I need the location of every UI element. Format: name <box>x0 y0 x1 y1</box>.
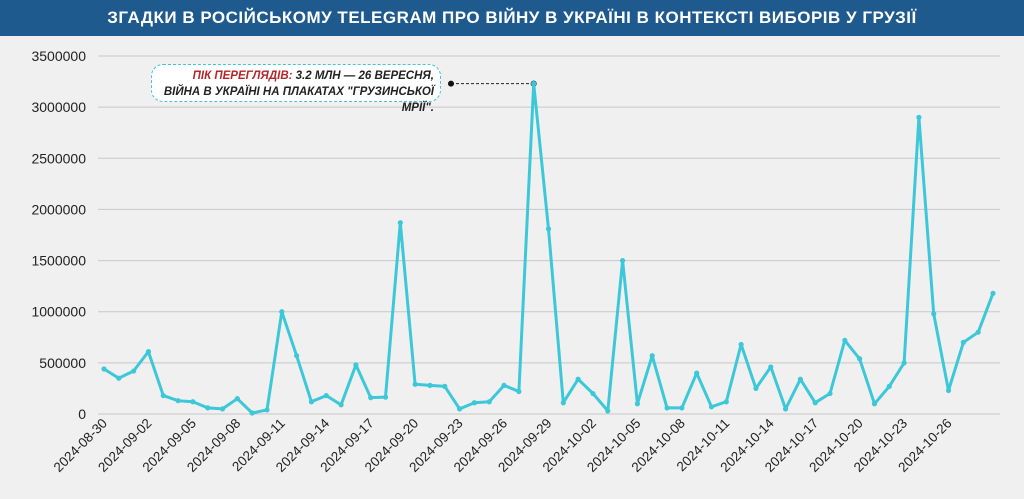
data-point <box>145 349 152 355</box>
y-axis-ticks: 0 500000 1000000 1500000 2000000 2500000 30000… <box>31 48 86 422</box>
data-point <box>516 388 522 395</box>
data-point <box>857 356 863 362</box>
series-points <box>101 81 996 416</box>
series-line <box>103 82 995 415</box>
data-point <box>871 401 878 407</box>
data-point <box>560 400 566 406</box>
data-point <box>975 329 981 335</box>
data-point <box>797 376 803 382</box>
y-tick-label: 3000000 <box>31 99 86 115</box>
data-point <box>812 400 818 406</box>
grid <box>98 55 1000 415</box>
data-point <box>397 220 403 226</box>
x-axis-ticks: 2024-08-302024-09-022024-09-052024-09-08… <box>51 415 955 475</box>
data-point <box>545 226 552 232</box>
data-point <box>486 399 492 405</box>
data-point <box>708 404 715 410</box>
data-point <box>723 399 729 405</box>
data-point <box>901 360 907 366</box>
data-point <box>782 406 789 412</box>
data-point <box>412 381 418 387</box>
data-point <box>990 290 996 296</box>
data-point <box>471 400 478 406</box>
data-point <box>664 405 670 411</box>
data-point <box>131 368 137 374</box>
y-tick-label: 1000000 <box>31 304 86 320</box>
data-point <box>353 362 359 368</box>
annotation-text: 3.2 МЛН — 26 ВЕРЕСНЯ, ВІЙНА В УКРАЇНІ НА… <box>163 70 434 114</box>
data-point <box>679 405 685 411</box>
data-point <box>931 311 937 317</box>
data-point <box>442 383 448 389</box>
data-point <box>738 341 744 348</box>
y-tick-label: 500000 <box>39 355 86 371</box>
data-point <box>338 402 344 408</box>
data-point <box>249 410 255 416</box>
data-point <box>234 396 240 402</box>
data-point <box>160 392 166 399</box>
y-tick-label: 1500000 <box>31 253 86 269</box>
data-point <box>590 390 596 397</box>
data-point <box>694 370 700 376</box>
data-point <box>308 399 315 405</box>
data-point <box>827 390 833 397</box>
data-point <box>842 337 848 343</box>
data-point <box>605 408 611 414</box>
y-tick-label: 0 <box>78 406 86 422</box>
data-point <box>294 353 300 359</box>
data-point <box>382 394 389 400</box>
data-point <box>279 309 285 315</box>
data-point <box>531 81 537 87</box>
data-point <box>101 366 107 372</box>
data-point <box>205 405 211 411</box>
y-tick-label: 2000000 <box>31 201 86 217</box>
data-point <box>427 382 433 388</box>
data-point <box>323 392 329 399</box>
annotation-highlight: ПІК ПЕРЕГЛЯДІВ: <box>192 70 293 82</box>
peak-annotation: ПІК ПЕРЕГЛЯДІВ: 3.2 МЛН — 26 ВЕРЕСНЯ, ВІ… <box>151 64 441 114</box>
data-point <box>886 383 892 389</box>
data-point <box>634 401 641 407</box>
y-tick-label: 3500000 <box>31 48 86 64</box>
data-point <box>175 398 181 404</box>
data-point <box>960 339 966 345</box>
chart-title: ЗГАДКИ В РОСІЙСЬКОМУ TELEGRAM ПРО ВІЙНУ … <box>0 0 1024 36</box>
data-point <box>619 257 626 264</box>
data-point <box>945 387 952 394</box>
data-point <box>753 385 759 392</box>
data-point <box>264 407 270 413</box>
annotation-anchor-dot <box>448 80 454 87</box>
data-point <box>219 406 226 412</box>
data-point <box>501 382 507 388</box>
data-point <box>116 375 122 381</box>
data-point <box>457 406 463 412</box>
data-point <box>368 395 374 401</box>
data-point <box>916 114 922 120</box>
data-point <box>649 353 655 359</box>
data-point <box>190 399 196 405</box>
y-tick-label: 2500000 <box>31 150 86 166</box>
data-point <box>575 376 581 382</box>
data-point <box>768 364 774 370</box>
